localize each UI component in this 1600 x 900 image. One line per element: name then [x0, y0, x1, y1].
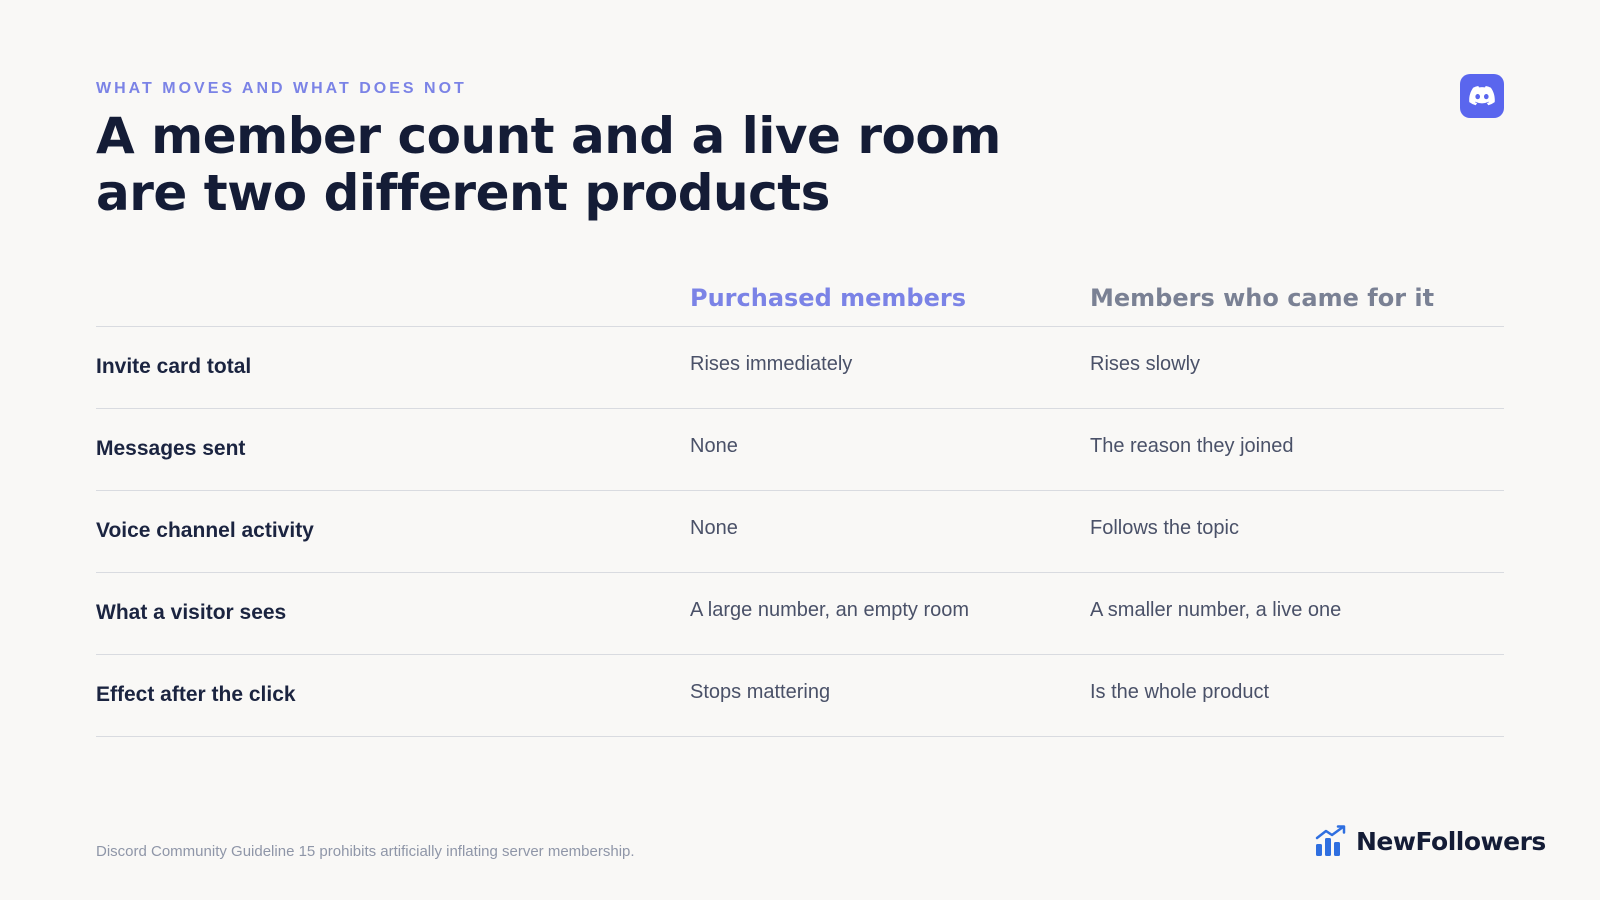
table-header-row: Purchased members Members who came for i…: [96, 270, 1504, 327]
row-label: What a visitor sees: [96, 601, 287, 624]
column-header-purchased: Purchased members: [690, 284, 966, 312]
row-label: Messages sent: [96, 437, 246, 460]
purchased-value: Stops mattering: [690, 681, 831, 703]
table-row: Voice channel activity None Follows the …: [96, 491, 1504, 573]
footnote: Discord Community Guideline 15 prohibits…: [96, 843, 635, 860]
organic-value: A smaller number, a live one: [1090, 599, 1342, 621]
purchased-value: None: [690, 435, 738, 457]
brand-name: NewFollowers: [1356, 826, 1546, 856]
organic-value: The reason they joined: [1090, 435, 1294, 457]
row-label: Voice channel activity: [96, 519, 314, 542]
brand-logo: NewFollowers: [1314, 824, 1546, 858]
table-row: Invite card total Rises immediately Rise…: [96, 327, 1504, 409]
discord-badge: [1460, 74, 1504, 118]
table-row: Effect after the click Stops mattering I…: [96, 655, 1504, 737]
organic-value: Rises slowly: [1090, 353, 1201, 375]
purchased-value: None: [690, 517, 738, 539]
row-label: Invite card total: [96, 355, 252, 378]
page-title: A member count and a live room are two d…: [96, 107, 1001, 222]
column-header-organic: Members who came for it: [1090, 284, 1435, 312]
growth-chart-icon: [1315, 825, 1346, 856]
purchased-value: Rises immediately: [690, 353, 853, 375]
row-label: Effect after the click: [96, 683, 296, 706]
table-row: Messages sent None The reason they joine…: [96, 409, 1504, 491]
organic-value: Is the whole product: [1090, 681, 1269, 703]
discord-icon: [1469, 86, 1495, 106]
comparison-table: Purchased members Members who came for i…: [96, 270, 1504, 737]
organic-value: Follows the topic: [1090, 517, 1239, 539]
purchased-value: A large number, an empty room: [690, 599, 970, 621]
table-row: What a visitor sees A large number, an e…: [96, 573, 1504, 655]
eyebrow: WHAT MOVES AND WHAT DOES NOT: [96, 80, 467, 97]
